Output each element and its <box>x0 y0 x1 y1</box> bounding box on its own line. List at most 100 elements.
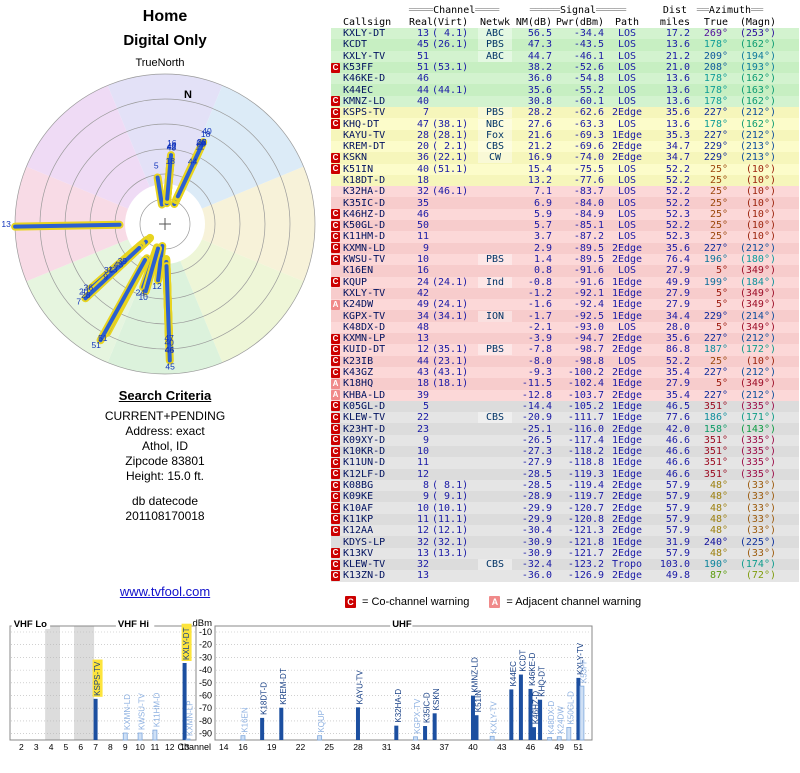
callsign-cell[interactable]: K18DT-D <box>343 175 386 186</box>
table-row[interactable]: C K50GL-D 50 5.7 -85.1 LOS 52.2 25° (10°) <box>331 220 799 232</box>
callsign-cell[interactable]: KLEW-TV <box>343 559 386 571</box>
callsign-cell[interactable]: KXMN-LD <box>343 242 386 254</box>
callsign-cell[interactable]: K44EC <box>343 84 374 96</box>
callsign-cell[interactable]: KLEW-TV <box>343 412 386 424</box>
table-row[interactable]: C K13ZN-D 13 -36.0 -126.9 2Edge 49.8 87° (72°) <box>331 570 799 582</box>
callsign-cell[interactable]: KGPX-TV <box>343 310 386 322</box>
callsign-cell[interactable]: K10AF <box>343 502 374 514</box>
callsign-cell[interactable]: KHQ-DT <box>343 118 380 130</box>
table-row[interactable]: KAYU-TV 28 (28.1) Fox 21.6 -69.3 1Edge 35.3 227°… <box>331 129 799 141</box>
callsign-cell[interactable]: K23HT-D <box>343 423 386 435</box>
table-row[interactable]: C K09XY-D 9 -26.5 -117.4 1Edge 46.6 351° (335°) <box>331 434 799 446</box>
table-row[interactable]: C K10AF 10 (10.1) -29.9 -120.7 2Edge 57.9 48° (33… <box>331 502 799 514</box>
table-row[interactable]: C K08BG 8( 8.1) -28.5 -119.4 2Edge 57.9 48° (33°… <box>331 479 799 492</box>
callsign-cell[interactable]: KHBA-LD <box>343 389 386 401</box>
callsign-cell[interactable]: K11HM-D <box>343 231 386 243</box>
table-row[interactable]: C KUID-DT 12 (35.1) PBS -7.8 -98.7 2Edge 86.8 187… <box>331 344 799 356</box>
table-row[interactable]: C K53FF 51 (53.1) 38.2 -52.6 LOS 21.0 208° (193°) <box>331 61 799 74</box>
table-row[interactable]: KDYS-LP 32 (32.1) -30.9 -121.8 1Edge 31.9 240° (… <box>331 536 799 548</box>
table-row[interactable]: C K23IB 44 (23.1) -8.0 -98.8 LOS 52.2 25° (10°) <box>331 355 799 367</box>
table-row[interactable]: C KLEW-TV 32 CBS -32.4 -123.2 Tropo 103.0 190° (1… <box>331 558 799 571</box>
callsign-cell[interactable]: KDYS-LP <box>343 536 386 548</box>
callsign-cell[interactable]: K43GZ <box>343 367 374 379</box>
callsign-cell[interactable]: K46KE-D <box>343 73 386 85</box>
callsign-cell[interactable]: K13KV <box>343 547 374 559</box>
callsign-cell[interactable]: K16EN <box>343 265 374 277</box>
callsign-cell[interactable]: K09XY-D <box>343 434 386 446</box>
callsign-cell[interactable]: KSPS-TV <box>343 107 386 119</box>
table-row[interactable]: C K23HT-D 23 -25.1 -116.0 2Edge 42.0 158° (143°) <box>331 423 799 435</box>
callsign-cell[interactable]: KUID-DT <box>343 344 386 356</box>
table-row[interactable]: C K43GZ 43 (43.1) -9.3 -100.2 2Edge 35.4 227° (21… <box>331 366 799 379</box>
callsign-cell[interactable]: KCDT <box>343 39 368 51</box>
table-row[interactable]: A KHBA-LD 39 -12.8 -103.7 2Edge 35.4 227° (212°) <box>331 389 799 401</box>
table-row[interactable]: C K09KE 9( 9.1) -28.9 -119.7 2Edge 57.9 48° (33°… <box>331 491 799 503</box>
table-row[interactable]: C K11UN-D 11 -27.9 -118.8 1Edge 46.6 351° (335°) <box>331 457 799 469</box>
table-row[interactable]: C KQUP 24 (24.1) Ind -0.8 -91.6 1Edge 49.9 199° (1… <box>331 276 799 288</box>
table-row[interactable]: A K18HQ 18 (18.1) -11.5 -102.4 1Edge 27.9 5° (349… <box>331 378 799 390</box>
callsign-cell[interactable]: K12LF-D <box>343 468 386 480</box>
table-row[interactable]: KXLY-TV 42 -1.2 -92.1 1Edge 27.9 5° (349°) <box>331 287 799 300</box>
table-row[interactable]: K44EC 44 (44.1) 35.6 -55.2 LOS 13.6 178° (163°) <box>331 84 799 96</box>
table-row[interactable]: KXLY-DT 13( 4.1) ABC 56.5 -34.4 LOS 17.2 269° (2… <box>331 28 799 40</box>
callsign-cell[interactable]: KMNZ-LD <box>343 95 386 107</box>
callsign-cell[interactable]: K11KP <box>343 513 374 525</box>
table-row[interactable]: C KMNZ-LD 40 30.8 -60.1 LOS 13.6 178° (162°) <box>331 95 799 108</box>
callsign-cell[interactable]: K50GL-D <box>343 220 386 232</box>
table-row[interactable]: KREM-DT 20( 2.1) CBS 21.2 -69.6 2Edge 34.7 229°… <box>331 140 799 153</box>
table-row[interactable]: C KLEW-TV 22 CBS -20.9 -111.7 1Edge 77.6 186° (17… <box>331 412 799 424</box>
table-row[interactable]: K46KE-D 46 36.0 -54.8 LOS 13.6 178° (162°) <box>331 73 799 85</box>
callsign-cell[interactable]: KQUP <box>343 276 368 288</box>
callsign-cell[interactable]: K05GL-D <box>343 400 386 412</box>
tvfool-link[interactable]: www.tvfool.com <box>119 584 211 599</box>
table-row[interactable]: C K51IN 40 (51.1) 15.4 -75.5 LOS 52.2 25° (10°) <box>331 163 799 175</box>
table-row[interactable]: K32HA-D 32 (46.1) 7.1 -83.7 LOS 52.2 25° (10°) <box>331 186 799 198</box>
table-row[interactable]: KXLY-TV 51 ABC 44.7 -46.1 LOS 21.2 209° (194°) <box>331 50 799 62</box>
callsign-cell[interactable]: KREM-DT <box>343 141 386 153</box>
table-row[interactable]: KGPX-TV 34 (34.1) ION -1.7 -92.5 1Edge 34.4 229°… <box>331 310 799 322</box>
table-row[interactable]: C K11HM-D 11 3.7 -87.2 LOS 52.3 25° (10°) <box>331 231 799 243</box>
table-row[interactable]: C KHQ-DT 47 (38.1) NBC 27.6 -63.3 LOS 13.6 178° (1… <box>331 118 799 130</box>
callsign-cell[interactable]: KXLY-DT <box>343 28 386 40</box>
callsign-cell[interactable]: KXLY-TV <box>343 50 386 62</box>
callsign-cell[interactable]: K46HZ-D <box>343 208 386 220</box>
table-row[interactable]: C K05GL-D 5 -14.4 -105.2 1Edge 46.5 351° (335°) <box>331 400 799 413</box>
table-row[interactable]: C K10KR-D 10 -27.3 -118.2 1Edge 46.6 351° (335°) <box>331 445 799 458</box>
callsign-cell[interactable]: KSKN <box>343 152 368 164</box>
callsign-cell[interactable]: K23IB <box>343 355 374 367</box>
callsign-cell[interactable]: K35IC-D <box>343 197 386 209</box>
table-row[interactable]: C K11KP 11 (11.1) -29.9 -120.8 2Edge 57.9 48° (33… <box>331 513 799 526</box>
table-row[interactable]: C K13KV 13 (13.1) -30.9 -121.7 2Edge 57.9 48° (33… <box>331 547 799 559</box>
callsign-cell[interactable]: KXMN-LP <box>343 333 386 345</box>
table-row[interactable]: C KSKN 36 (22.1) CW 16.9 -74.0 2Edge 34.7 229° (21… <box>331 152 799 164</box>
callsign-cell[interactable]: K12AA <box>343 525 374 537</box>
callsign-cell[interactable]: K18HQ <box>343 378 374 390</box>
table-row[interactable]: K16EN 16 0.8 -91.6 LOS 27.9 5° (349°) <box>331 265 799 277</box>
callsign-cell[interactable]: KAYU-TV <box>343 129 386 141</box>
table-row[interactable]: C K12LF-D 12 -28.5 -119.3 1Edge 46.6 351° (335°) <box>331 468 799 480</box>
callsign-cell[interactable]: KXLY-TV <box>343 287 386 299</box>
table-row[interactable]: K48DX-D 48 -2.1 -93.0 LOS 28.0 5° (349°) <box>331 321 799 334</box>
callsign-cell[interactable]: K32HA-D <box>343 186 386 198</box>
table-row[interactable]: C K46HZ-D 46 5.9 -84.9 LOS 52.3 25° (10°) <box>331 208 799 221</box>
callsign-cell[interactable]: K48DX-D <box>343 321 386 333</box>
table-row[interactable]: C KXMN-LP 13 -3.9 -94.7 2Edge 35.6 227° (212°) <box>331 333 799 345</box>
callsign-cell[interactable]: K11UN-D <box>343 457 386 469</box>
table-row[interactable]: C KXMN-LD 9 2.9 -89.5 2Edge 35.6 227° (212°) <box>331 242 799 254</box>
table-row[interactable]: K35IC-D 35 6.9 -84.0 LOS 52.2 25° (10°) <box>331 197 799 209</box>
callsign-cell[interactable]: K24DW <box>343 299 374 311</box>
callsign-cell[interactable]: K09KE <box>343 491 374 503</box>
callsign-cell[interactable]: K08BG <box>343 480 374 492</box>
table-row[interactable]: KCDT 45 (26.1) PBS 47.3 -43.5 LOS 13.6 178° (162°… <box>331 39 799 51</box>
callsign-cell[interactable]: K53FF <box>343 62 374 74</box>
table-row[interactable]: C KWSU-TV 10 PBS 1.4 -89.5 2Edge 76.4 196° (180°) <box>331 253 799 266</box>
callsign-cell[interactable]: KWSU-TV <box>343 254 386 266</box>
table-row[interactable]: A K24DW 49 (24.1) -1.6 -92.4 1Edge 27.9 5° (349°) <box>331 299 799 311</box>
callsign-cell[interactable]: K13ZN-D <box>343 570 386 582</box>
callsign-cell[interactable]: K51IN <box>343 163 374 175</box>
table-row[interactable]: C K12AA 12 (12.1) -30.4 -121.3 2Edge 57.9 48° (33… <box>331 525 799 537</box>
callsign-cell[interactable]: K10KR-D <box>343 446 386 458</box>
table-row[interactable]: C KSPS-TV 7 PBS 28.2 -62.6 2Edge 35.6 227° (212°) <box>331 107 799 119</box>
table-row[interactable]: K18DT-D 18 13.2 -77.6 LOS 52.2 25° (10°) <box>331 174 799 187</box>
page-title[interactable]: Home <box>142 8 188 25</box>
